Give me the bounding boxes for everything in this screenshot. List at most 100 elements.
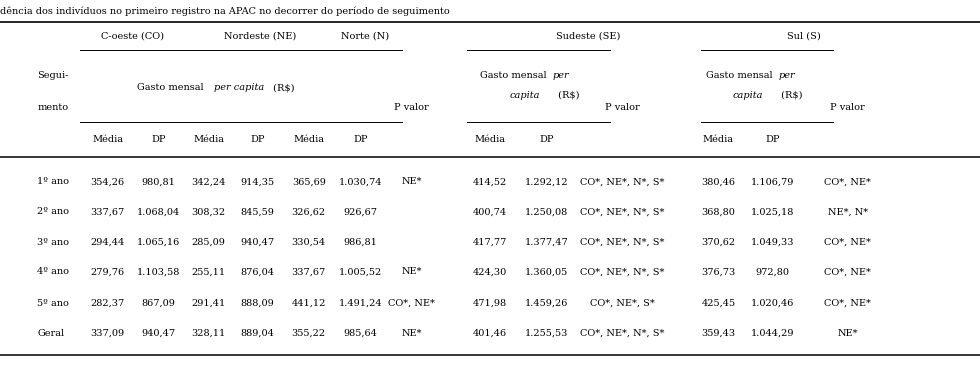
Text: CO*, NE*, N*, S*: CO*, NE*, N*, S* xyxy=(580,207,664,217)
Text: 1.030,74: 1.030,74 xyxy=(339,177,382,187)
Text: 940,47: 940,47 xyxy=(241,237,274,246)
Text: 291,41: 291,41 xyxy=(192,299,225,308)
Text: NE*: NE* xyxy=(838,328,858,338)
Text: 424,30: 424,30 xyxy=(473,267,507,276)
Text: 1.049,33: 1.049,33 xyxy=(751,237,794,246)
Text: 1.106,79: 1.106,79 xyxy=(751,177,794,187)
Text: per: per xyxy=(778,70,795,79)
Text: 986,81: 986,81 xyxy=(344,237,377,246)
Text: 368,80: 368,80 xyxy=(702,207,735,217)
Text: 359,43: 359,43 xyxy=(702,328,735,338)
Text: (R\$): (R\$) xyxy=(555,91,579,99)
Text: CO*, NE*, N*, S*: CO*, NE*, N*, S* xyxy=(580,237,664,246)
Text: 980,81: 980,81 xyxy=(142,177,175,187)
Text: 1.044,29: 1.044,29 xyxy=(751,328,794,338)
Text: 282,37: 282,37 xyxy=(91,299,124,308)
Text: 370,62: 370,62 xyxy=(702,237,735,246)
Text: per capita: per capita xyxy=(214,83,264,92)
Text: Gasto mensal: Gasto mensal xyxy=(480,70,550,79)
Text: 1.068,04: 1.068,04 xyxy=(137,207,180,217)
Text: 888,09: 888,09 xyxy=(241,299,274,308)
Text: 354,26: 354,26 xyxy=(91,177,124,187)
Text: 380,46: 380,46 xyxy=(702,177,735,187)
Text: Média: Média xyxy=(193,135,224,144)
Text: dência dos indivíduos no primeiro registro na APAC no decorrer do período de seg: dência dos indivíduos no primeiro regist… xyxy=(0,6,450,16)
Text: CO*, NE*: CO*, NE* xyxy=(388,299,435,308)
Text: 330,54: 330,54 xyxy=(292,237,325,246)
Text: 889,04: 889,04 xyxy=(241,328,274,338)
Text: 4º ano: 4º ano xyxy=(37,267,70,276)
Text: DP: DP xyxy=(152,135,166,144)
Text: 308,32: 308,32 xyxy=(192,207,225,217)
Text: CO*, NE*, N*, S*: CO*, NE*, N*, S* xyxy=(580,177,664,187)
Text: CO*, NE*: CO*, NE* xyxy=(824,237,871,246)
Text: 1.292,12: 1.292,12 xyxy=(525,177,568,187)
Text: 285,09: 285,09 xyxy=(192,237,225,246)
Text: 401,46: 401,46 xyxy=(473,328,507,338)
Text: 326,62: 326,62 xyxy=(292,207,325,217)
Text: 2º ano: 2º ano xyxy=(37,207,70,217)
Text: Sudeste (SE): Sudeste (SE) xyxy=(556,32,620,40)
Text: (R\$): (R\$) xyxy=(778,91,803,99)
Text: 1º ano: 1º ano xyxy=(37,177,70,187)
Text: per: per xyxy=(553,70,569,79)
Text: Sul (S): Sul (S) xyxy=(787,32,820,40)
Text: 417,77: 417,77 xyxy=(472,237,508,246)
Text: Média: Média xyxy=(92,135,123,144)
Text: CO*, NE*: CO*, NE* xyxy=(824,299,871,308)
Text: 867,09: 867,09 xyxy=(142,299,175,308)
Text: 337,09: 337,09 xyxy=(91,328,124,338)
Text: 337,67: 337,67 xyxy=(292,267,325,276)
Text: 1.250,08: 1.250,08 xyxy=(525,207,568,217)
Text: 1.020,46: 1.020,46 xyxy=(751,299,794,308)
Text: Média: Média xyxy=(474,135,506,144)
Text: NE*: NE* xyxy=(402,177,421,187)
Text: Média: Média xyxy=(703,135,734,144)
Text: CO*, NE*, S*: CO*, NE*, S* xyxy=(590,299,655,308)
Text: CO*, NE*: CO*, NE* xyxy=(824,267,871,276)
Text: DP: DP xyxy=(540,135,554,144)
Text: 471,98: 471,98 xyxy=(473,299,507,308)
Text: 1.103,58: 1.103,58 xyxy=(137,267,180,276)
Text: DP: DP xyxy=(765,135,779,144)
Text: 365,69: 365,69 xyxy=(292,177,325,187)
Text: CO*, NE*: CO*, NE* xyxy=(824,177,871,187)
Text: 342,24: 342,24 xyxy=(191,177,226,187)
Text: C-oeste (CO): C-oeste (CO) xyxy=(101,32,164,40)
Text: CO*, NE*, N*, S*: CO*, NE*, N*, S* xyxy=(580,328,664,338)
Text: 5º ano: 5º ano xyxy=(37,299,70,308)
Text: NE*, N*: NE*, N* xyxy=(828,207,867,217)
Text: (R\$): (R\$) xyxy=(270,83,295,92)
Text: 914,35: 914,35 xyxy=(241,177,274,187)
Text: 414,52: 414,52 xyxy=(473,177,507,187)
Text: 279,76: 279,76 xyxy=(91,267,124,276)
Text: CO*, NE*, N*, S*: CO*, NE*, N*, S* xyxy=(580,267,664,276)
Text: mento: mento xyxy=(37,104,69,112)
Text: Média: Média xyxy=(293,135,324,144)
Text: 985,64: 985,64 xyxy=(344,328,377,338)
Text: 940,47: 940,47 xyxy=(142,328,175,338)
Text: 441,12: 441,12 xyxy=(291,299,326,308)
Text: 355,22: 355,22 xyxy=(292,328,325,338)
Text: capita: capita xyxy=(510,91,540,99)
Text: 972,80: 972,80 xyxy=(756,267,789,276)
Text: DP: DP xyxy=(251,135,265,144)
Text: P valor: P valor xyxy=(605,104,640,112)
Text: 1.360,05: 1.360,05 xyxy=(525,267,568,276)
Text: 876,04: 876,04 xyxy=(241,267,274,276)
Text: 400,74: 400,74 xyxy=(473,207,507,217)
Text: 1.255,53: 1.255,53 xyxy=(525,328,568,338)
Text: 376,73: 376,73 xyxy=(702,267,735,276)
Text: 1.377,47: 1.377,47 xyxy=(525,237,568,246)
Text: Segui-: Segui- xyxy=(37,70,69,79)
Text: Gasto mensal: Gasto mensal xyxy=(137,83,207,92)
Text: 926,67: 926,67 xyxy=(344,207,377,217)
Text: NE*: NE* xyxy=(402,328,421,338)
Text: Norte (N): Norte (N) xyxy=(341,32,390,40)
Text: Geral: Geral xyxy=(37,328,65,338)
Text: 1.025,18: 1.025,18 xyxy=(751,207,794,217)
Text: 337,67: 337,67 xyxy=(91,207,124,217)
Text: 328,11: 328,11 xyxy=(192,328,225,338)
Text: Nordeste (NE): Nordeste (NE) xyxy=(223,32,296,40)
Text: 255,11: 255,11 xyxy=(192,267,225,276)
